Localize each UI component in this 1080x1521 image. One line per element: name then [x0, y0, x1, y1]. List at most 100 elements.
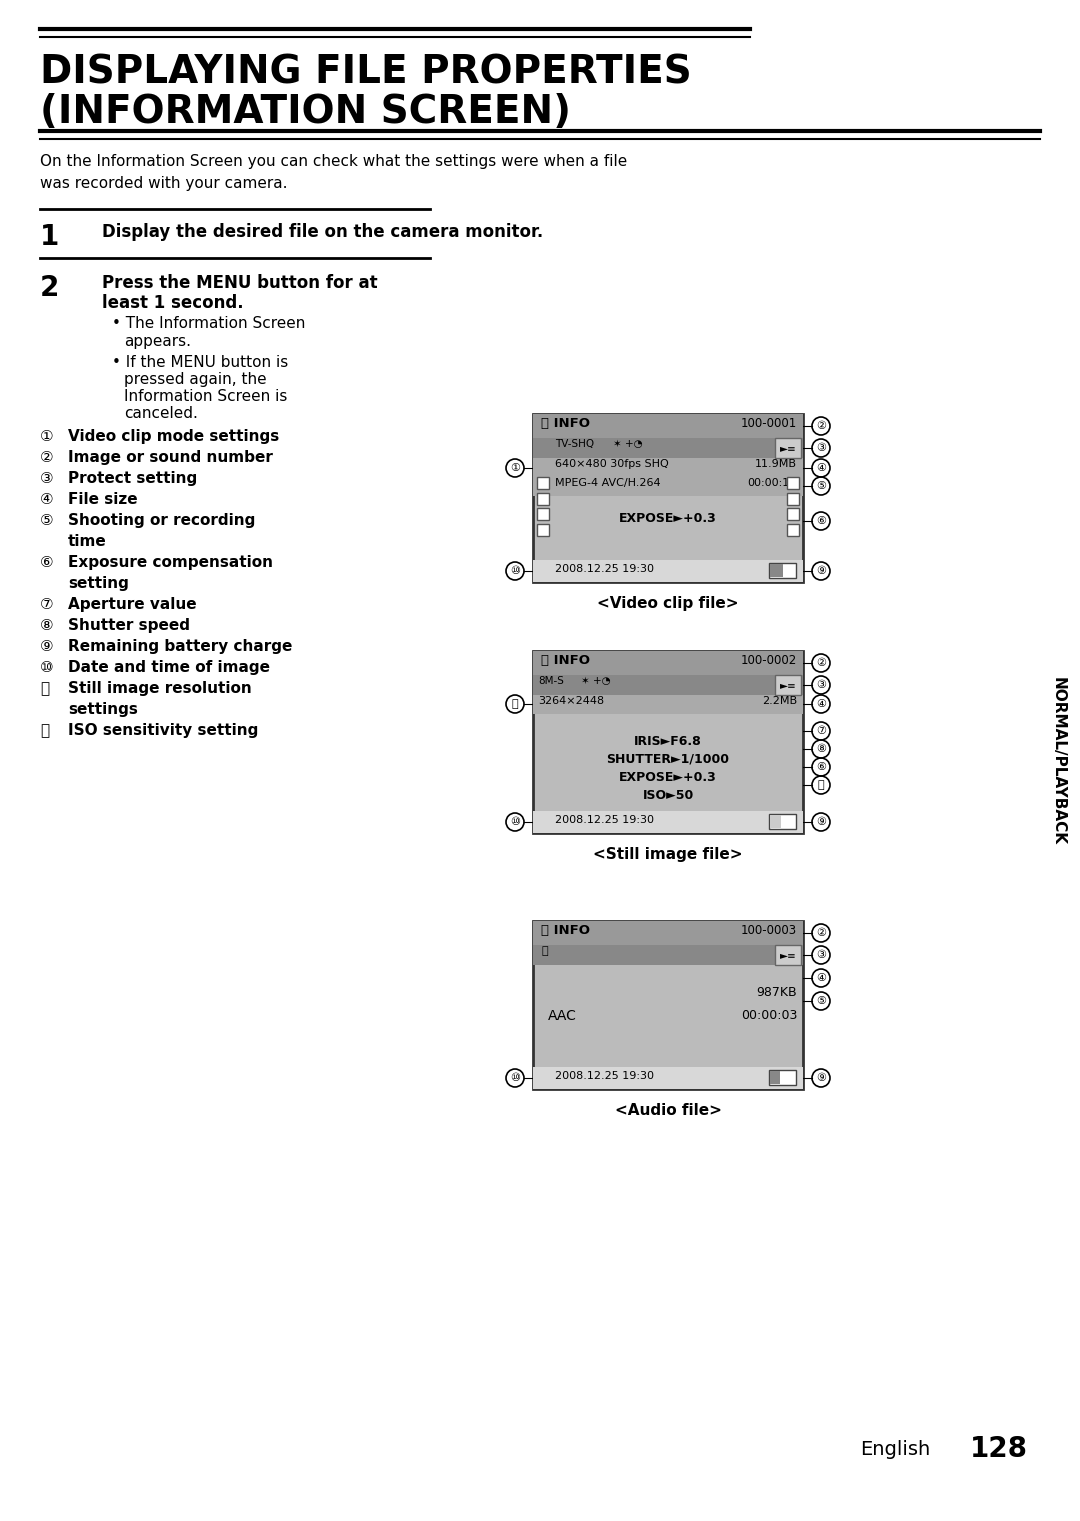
Text: ④: ④: [816, 700, 826, 709]
Bar: [769, 563, 796, 578]
Bar: [787, 493, 799, 505]
Text: ①: ①: [510, 462, 519, 473]
Bar: [534, 478, 804, 496]
Text: ④: ④: [40, 491, 54, 506]
Text: ⑦: ⑦: [40, 598, 54, 611]
Text: <Still image file>: <Still image file>: [593, 847, 743, 862]
Text: • If the MENU button is: • If the MENU button is: [112, 354, 288, 370]
Bar: [769, 1069, 796, 1084]
Bar: [534, 414, 804, 583]
Text: Information Screen is: Information Screen is: [124, 389, 287, 405]
Bar: [770, 564, 783, 576]
Text: English: English: [860, 1440, 930, 1459]
Text: ⑥: ⑥: [816, 762, 826, 773]
Text: IRIS►F6.8: IRIS►F6.8: [634, 735, 702, 748]
Bar: [769, 814, 796, 829]
Text: ⑧: ⑧: [816, 744, 826, 754]
Text: Still image resolution: Still image resolution: [68, 681, 252, 697]
Bar: [537, 493, 549, 505]
Text: Exposure compensation: Exposure compensation: [68, 555, 273, 570]
Text: 640×480 30fps SHQ: 640×480 30fps SHQ: [555, 459, 669, 468]
Text: Shooting or recording: Shooting or recording: [68, 513, 255, 528]
Bar: [787, 508, 799, 520]
Text: 2008.12.25 19:30: 2008.12.25 19:30: [555, 1071, 654, 1081]
Text: 00:00:15: 00:00:15: [747, 478, 797, 488]
Bar: [534, 922, 804, 945]
Text: canceled.: canceled.: [124, 406, 198, 421]
Text: <Video clip file>: <Video clip file>: [597, 596, 739, 611]
Text: ②: ②: [816, 421, 826, 430]
Text: 2.2MB: 2.2MB: [761, 697, 797, 706]
Text: (INFORMATION SCREEN): (INFORMATION SCREEN): [40, 93, 571, 131]
Text: ⑪: ⑪: [40, 681, 49, 697]
Text: ④: ④: [816, 973, 826, 983]
Text: EXPOSE►+0.3: EXPOSE►+0.3: [619, 513, 717, 525]
Text: ③: ③: [40, 472, 54, 487]
Bar: [537, 508, 549, 520]
Text: On the Information Screen you can check what the settings were when a file
was r: On the Information Screen you can check …: [40, 154, 627, 192]
Bar: [770, 1071, 780, 1084]
Text: ②: ②: [40, 450, 54, 465]
Text: File size: File size: [68, 491, 137, 506]
Bar: [534, 695, 804, 713]
Bar: [534, 675, 804, 695]
Text: setting: setting: [68, 576, 129, 592]
Text: Date and time of image: Date and time of image: [68, 660, 270, 675]
Text: ⑨: ⑨: [816, 817, 826, 827]
Bar: [534, 560, 804, 583]
Text: TV-SHQ: TV-SHQ: [555, 440, 594, 449]
Text: DISPLAYING FILE PROPERTIES: DISPLAYING FILE PROPERTIES: [40, 53, 692, 91]
Text: ⑥: ⑥: [40, 555, 54, 570]
Text: Aperture value: Aperture value: [68, 598, 197, 611]
Text: EXPOSE►+0.3: EXPOSE►+0.3: [619, 771, 717, 783]
Text: 8M-S: 8M-S: [538, 675, 564, 686]
Text: pressed again, the: pressed again, the: [124, 373, 267, 386]
Bar: [775, 438, 801, 458]
Bar: [534, 651, 804, 834]
Text: ⓘ INFO: ⓘ INFO: [541, 654, 590, 668]
Text: ⑥: ⑥: [816, 516, 826, 526]
Text: ►≡: ►≡: [780, 443, 796, 453]
Bar: [534, 414, 804, 438]
Bar: [775, 675, 801, 695]
Text: ⑨: ⑨: [816, 1072, 826, 1083]
Text: ⑧: ⑧: [40, 618, 54, 633]
Text: ⓘ INFO: ⓘ INFO: [541, 923, 590, 937]
Text: ②: ②: [816, 928, 826, 938]
Text: ③: ③: [816, 951, 826, 960]
Text: 100-0003: 100-0003: [741, 923, 797, 937]
Text: 2008.12.25 19:30: 2008.12.25 19:30: [555, 564, 654, 573]
Text: ③: ③: [816, 680, 826, 691]
Text: ①: ①: [40, 429, 54, 444]
Text: ⑪: ⑪: [512, 700, 518, 709]
Bar: [534, 438, 804, 458]
Text: settings: settings: [68, 703, 138, 716]
Text: ✶ +◔: ✶ +◔: [581, 675, 610, 686]
Bar: [534, 945, 804, 964]
Text: Remaining battery charge: Remaining battery charge: [68, 639, 293, 654]
Bar: [534, 811, 804, 834]
Bar: [534, 651, 804, 675]
Text: Image or sound number: Image or sound number: [68, 450, 273, 465]
Bar: [787, 478, 799, 488]
Text: 1: 1: [40, 224, 59, 251]
Text: ⓘ INFO: ⓘ INFO: [541, 417, 590, 430]
Text: ISO sensitivity setting: ISO sensitivity setting: [68, 722, 258, 738]
Text: 3264×2448: 3264×2448: [538, 697, 604, 706]
Text: 128: 128: [970, 1434, 1028, 1463]
Text: Press the MENU button for at: Press the MENU button for at: [102, 274, 378, 292]
Text: ⑫: ⑫: [40, 722, 49, 738]
Text: Shutter speed: Shutter speed: [68, 618, 190, 633]
Bar: [770, 815, 781, 827]
Text: 2: 2: [40, 274, 59, 303]
Bar: [775, 945, 801, 964]
Text: ISO►50: ISO►50: [643, 789, 693, 802]
Text: 11.9MB: 11.9MB: [755, 459, 797, 468]
Text: 🎤: 🎤: [541, 946, 548, 957]
Text: ③: ③: [816, 443, 826, 453]
Text: ✶ +◔: ✶ +◔: [613, 440, 643, 449]
Text: ⑤: ⑤: [40, 513, 54, 528]
Text: ⑫: ⑫: [818, 780, 824, 789]
Text: ►≡: ►≡: [780, 680, 796, 691]
Bar: [534, 1068, 804, 1089]
